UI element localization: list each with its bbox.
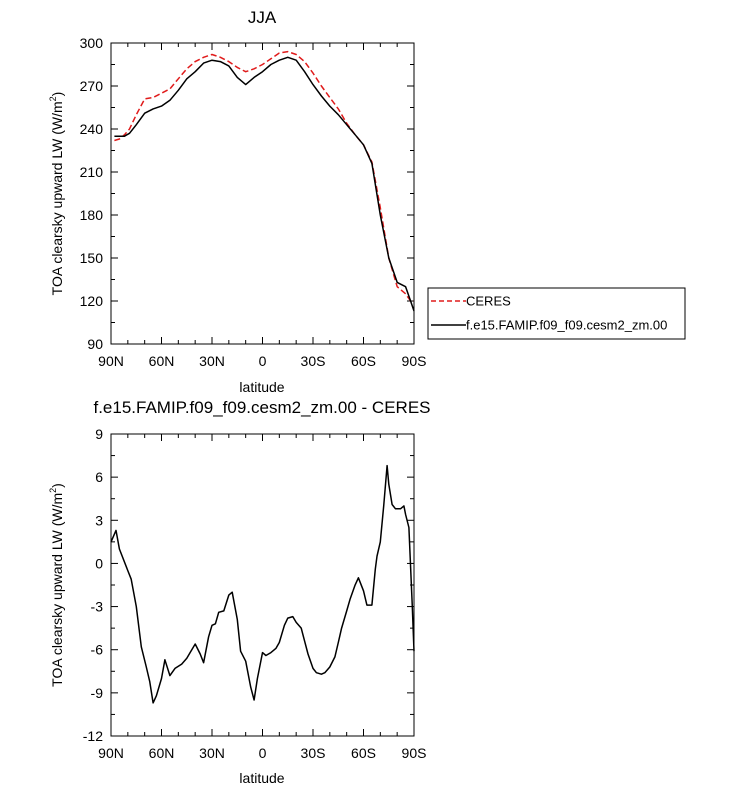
top-x-axis-label: latitude	[239, 379, 284, 395]
bottom-series-group	[110, 464, 415, 704]
top-y-ticks: 90 120 150 180 210 240 270 300	[80, 35, 414, 352]
x-tick-label: 30N	[199, 745, 225, 761]
top-y-axis-label: TOA clearsky upward LW (W/m2)	[48, 92, 65, 296]
bottom-x-ticks: 90N 60N 30N 0 30S 60S 90S	[98, 434, 426, 761]
y-tick-label: 300	[80, 35, 104, 51]
x-tick-label: 30S	[301, 745, 326, 761]
bottom-chart-title: f.e15.FAMIP.f09_f09.cesm2_zm.00 - CERES	[93, 398, 430, 417]
y-tick-label: 150	[80, 250, 104, 266]
y-tick-label: 270	[80, 78, 104, 94]
x-tick-label: 0	[259, 745, 267, 761]
y-tick-label: 120	[80, 293, 104, 309]
x-tick-label: 30N	[199, 353, 225, 369]
y-tick-label: 240	[80, 121, 104, 137]
legend-label-ceres: CERES	[466, 294, 511, 309]
y-tick-label: 3	[95, 512, 103, 528]
top-y-axis-label-main: TOA clearsky upward LW (W/m	[49, 101, 65, 295]
x-tick-label: 90N	[98, 745, 124, 761]
legend-box	[427, 287, 686, 340]
y-tick-label: 0	[95, 555, 103, 571]
legend-label-model: f.e15.FAMIP.f09_f09.cesm2_zm.00	[466, 318, 667, 333]
y-tick-label: -3	[91, 599, 104, 615]
y-tick-label: -9	[91, 685, 104, 701]
bottom-y-axis-label-main: TOA clearsky upward LW (W/m	[49, 493, 65, 687]
y-tick-label: 210	[80, 164, 104, 180]
y-tick-label: 180	[80, 207, 104, 223]
x-tick-label: 30S	[301, 353, 326, 369]
x-tick-label: 90S	[402, 745, 427, 761]
x-tick-label: 60S	[351, 353, 376, 369]
top-x-ticks: 90N 60N 30N 0 30S 60S 90S	[98, 43, 426, 369]
y-tick-label: -6	[91, 642, 104, 658]
panel-bottom-chart: f.e15.FAMIP.f09_f09.cesm2_zm.00 - CERES …	[48, 398, 431, 786]
bottom-y-ticks: -12 -9 -6 -3 0 3 6 9	[83, 426, 414, 744]
legend: CERES f.e15.FAMIP.f09_f09.cesm2_zm.00	[427, 287, 686, 340]
y-tick-label: 90	[87, 336, 103, 352]
y-tick-label: 9	[95, 426, 103, 442]
y-tick-label: -12	[83, 728, 103, 744]
x-tick-label: 60S	[351, 745, 376, 761]
x-tick-label: 0	[259, 353, 267, 369]
bottom-x-axis-label: latitude	[239, 770, 284, 786]
bottom-y-axis-label: TOA clearsky upward LW (W/m2)	[48, 483, 65, 687]
bottom-plot-frame	[110, 433, 415, 737]
panel-top-chart: JJA 90 120 150 180 210 240 270 300 90N 60N 30N 0 30…	[48, 8, 686, 395]
top-y-axis-label-end: )	[49, 92, 65, 97]
series-line-model	[114, 56, 415, 312]
series-line-difference	[110, 464, 415, 704]
x-tick-label: 60N	[149, 745, 175, 761]
x-tick-label: 90N	[98, 353, 124, 369]
x-tick-label: 90S	[402, 353, 427, 369]
top-plot-frame	[110, 42, 415, 345]
top-chart-title: JJA	[248, 8, 277, 27]
x-tick-label: 60N	[149, 353, 175, 369]
bottom-y-axis-label-end: )	[49, 483, 65, 488]
bottom-y-axis-label-sup: 2	[48, 488, 58, 493]
top-y-axis-label-sup: 2	[48, 96, 58, 101]
top-series-group	[114, 50, 415, 312]
y-tick-label: 6	[95, 469, 103, 485]
